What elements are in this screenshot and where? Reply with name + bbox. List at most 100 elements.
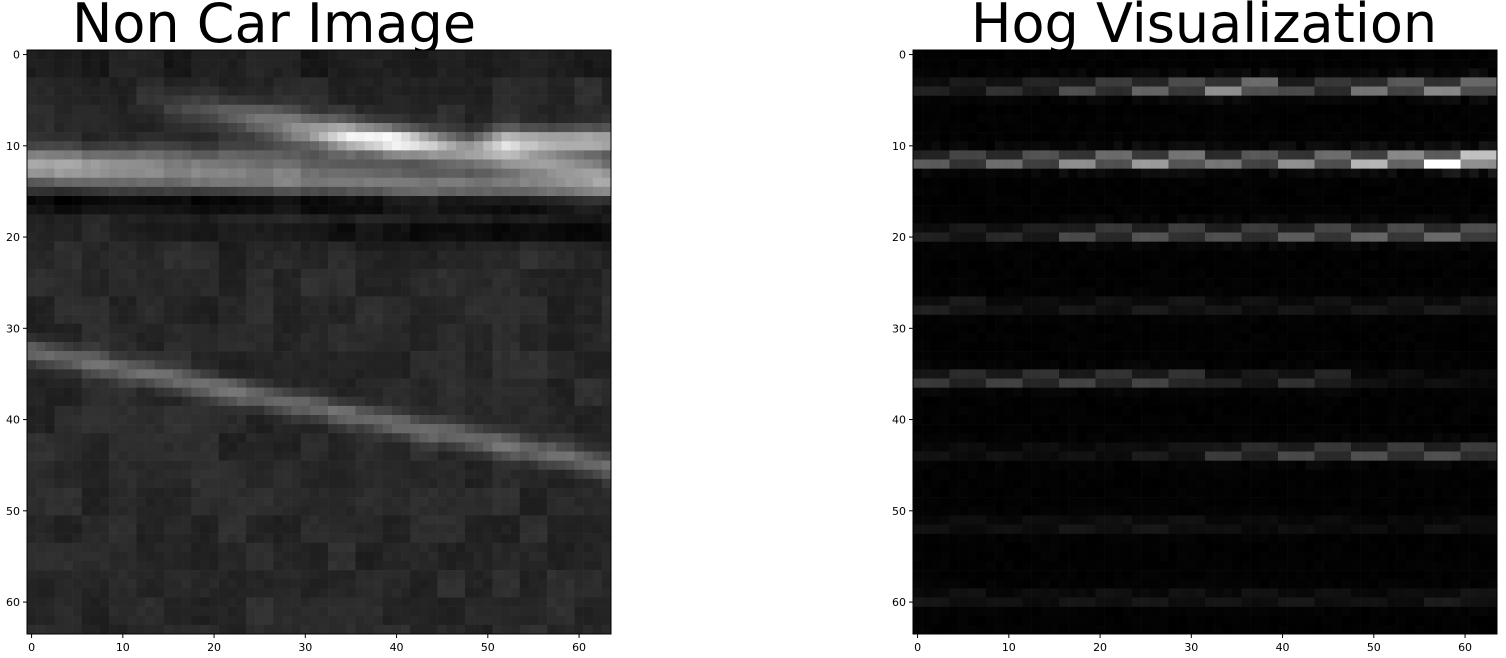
heatmap-cell [163,159,174,169]
heatmap-cell [465,241,475,252]
heatmap-cell [565,533,575,544]
heatmap-cell [373,588,384,598]
heatmap-cell [1323,159,1334,169]
heatmap-cell [410,478,420,489]
heatmap-cell [446,68,457,78]
heatmap-cell [54,305,64,315]
heatmap-cell [382,624,393,635]
heatmap-cell [483,442,493,452]
heatmap-cell [382,50,393,60]
heatmap-cell [182,570,192,580]
heatmap-cell [364,579,375,589]
heatmap-cell [592,168,603,179]
heatmap-cell [72,469,83,480]
heatmap-cell [528,387,539,398]
heatmap-cell [583,478,594,489]
heatmap-cell [191,232,201,242]
heatmap-cell [492,442,502,452]
heatmap-cell [1177,141,1188,151]
heatmap-cell [109,606,119,617]
heatmap-cell [474,615,484,626]
heatmap-cell [346,561,356,571]
heatmap-cell [200,168,210,179]
heatmap-cell [1159,68,1169,78]
heatmap-cell [63,542,73,553]
heatmap-cell [264,460,274,471]
heatmap-cell [1077,59,1087,69]
heatmap-cell [264,415,274,425]
heatmap-cell [465,442,475,452]
heatmap-cell [538,405,548,416]
heatmap-cell [483,150,493,160]
heatmap-cell [118,515,128,525]
heatmap-cell [291,104,302,115]
heatmap-cell [455,332,466,343]
heatmap-cell [382,214,393,224]
heatmap-cell [136,86,146,96]
heatmap-cell [154,369,165,379]
heatmap-cell [319,232,329,242]
heatmap-cell [355,469,365,480]
heatmap-cell [401,506,411,516]
heatmap-cell [492,250,502,261]
heatmap-cell [1250,159,1261,169]
heatmap-cell [547,524,557,534]
heatmap-cell [54,497,64,507]
heatmap-cell [173,95,183,106]
heatmap-cell [465,405,475,416]
heatmap-cell [246,113,256,124]
heatmap-cell [519,415,530,425]
heatmap-cell [601,132,612,142]
heatmap-cell [574,396,584,407]
heatmap-cell [27,597,37,607]
heatmap-cell [510,378,521,388]
heatmap-cell [1040,68,1051,78]
heatmap-cell [1323,50,1334,60]
heatmap-cell [1159,77,1169,87]
heatmap-cell [27,606,37,617]
heatmap-cell [501,269,511,279]
heatmap-cell [995,113,1005,124]
heatmap-cell [501,50,511,60]
heatmap-cell [264,95,274,106]
heatmap-cell [419,159,429,169]
heatmap-cell [309,68,320,78]
heatmap-cell [36,442,46,452]
heatmap-cell [437,177,448,188]
heatmap-cell [419,542,429,553]
heatmap-cell [236,497,247,507]
heatmap-cell [127,378,137,388]
heatmap-cell [136,451,146,461]
heatmap-cell [163,433,174,443]
heatmap-cell [27,123,37,133]
heatmap-cell [109,579,119,589]
heatmap-cell [282,86,292,96]
heatmap-cell [446,104,457,115]
heatmap-cell [118,424,128,434]
heatmap-cell [163,113,174,124]
heatmap-cell [419,488,429,498]
heatmap-cell [373,624,384,635]
heatmap-cell [1278,113,1288,124]
heatmap-cell [510,287,521,297]
heatmap-cell [346,141,356,151]
heatmap-cell [1369,86,1379,96]
heatmap-cell [592,433,603,443]
heatmap-cell [173,342,183,352]
heatmap-cell [100,615,110,626]
heatmap-cell [319,515,329,525]
heatmap-cell [218,287,229,297]
heatmap-cell [501,415,511,425]
heatmap-cell [547,451,557,461]
heatmap-cell [173,77,183,87]
heatmap-cell [54,396,64,407]
heatmap-cell [236,360,247,370]
heatmap-cell [27,77,37,87]
heatmap-cell [465,214,475,224]
heatmap-cell [474,606,484,617]
heatmap-cell [492,323,502,334]
heatmap-cell [300,68,311,78]
heatmap-cell [501,405,511,416]
heatmap-cell [255,205,265,215]
heatmap-cell [145,624,156,635]
